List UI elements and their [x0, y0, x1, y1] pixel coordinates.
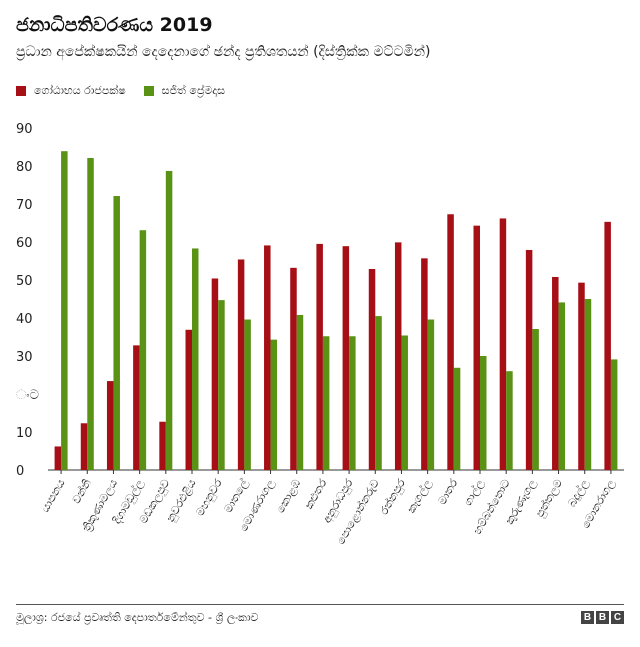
bar-series1 [185, 329, 192, 470]
bbc-logo: B B C [579, 611, 624, 624]
bar-series2 [87, 158, 94, 470]
bar-series1 [578, 282, 585, 470]
bar-series2 [322, 336, 330, 470]
x-tick-label: කෑගල්ල [404, 476, 436, 516]
x-tick-label: කොළඹ [274, 477, 304, 516]
y-tick-label: 70 [16, 198, 33, 213]
bbc-logo-letter: C [611, 611, 624, 624]
x-tick-label: ගාල්ල [460, 476, 488, 509]
legend-label-series2: සජිත් ප්‍රේමදාස [161, 84, 226, 97]
y-tick-label: 10 [16, 426, 33, 441]
bar-series2 [270, 339, 278, 470]
chart-subtitle: ප්‍රධාන අපේක්ෂකයින් දෙදෙනාගේ ඡන්ද ප්‍රති… [16, 44, 431, 60]
bar-series2 [192, 248, 199, 470]
bar-series2 [218, 300, 225, 470]
legend-label-series1: ගෝඨාභය රාජපක්ෂ [34, 84, 126, 97]
legend-item-series2: සජිත් ප්‍රේමදාස [143, 84, 226, 98]
y-tick-label: 30 [16, 350, 33, 365]
y-tick-label: 0 [16, 464, 24, 479]
footer-divider [16, 604, 624, 605]
bar-series1 [525, 249, 533, 470]
bar-series1 [368, 268, 376, 470]
y-tick-label: 60 [16, 236, 33, 251]
bar-series1 [316, 243, 323, 470]
x-tick-label: රත්නපුර [377, 476, 409, 517]
bar-series1 [237, 259, 245, 470]
bar-series2 [375, 316, 382, 470]
x-tick-label: මහනුවර [193, 477, 225, 519]
bar-series2 [401, 335, 408, 470]
bbc-logo-letter: B [596, 611, 609, 624]
bar-series1 [499, 218, 507, 470]
bar-series2 [165, 170, 173, 470]
bar-series1 [80, 423, 88, 470]
x-tick-label: වන්නි [69, 476, 94, 505]
bar-series2 [610, 359, 618, 470]
bbc-logo-letter: B [581, 611, 594, 624]
source-note: මූලාශ්‍ර: රජයේ ප්‍රවෘත්ති දෙපාර්තමේන්තුව… [16, 611, 259, 624]
bar-series2 [244, 319, 251, 470]
chart-title: ජනාධිපතිවරණය 2019 [16, 14, 213, 36]
bar-series1 [159, 421, 166, 470]
legend: ගෝඨාභය රාජපක්ෂ සජිත් ප්‍රේමදාස [16, 84, 243, 98]
bar-series2 [349, 336, 356, 470]
bar-series2 [453, 367, 461, 470]
bar-series2 [61, 151, 68, 470]
bar-series1 [552, 276, 559, 470]
bar-series2 [480, 356, 487, 470]
x-tick-label: යාපනය [39, 477, 68, 515]
bar-series1 [421, 258, 428, 470]
bar-series1 [342, 246, 350, 470]
x-tick-label: බදුල්ල [564, 476, 592, 510]
bar-series2 [296, 314, 304, 470]
y-tick-label: 80 [16, 160, 33, 175]
y-tick-label: 40 [16, 312, 33, 327]
bar-series2 [558, 302, 566, 470]
bar-series1 [473, 225, 480, 470]
bar-series1 [264, 245, 271, 470]
bar-series2 [584, 299, 592, 470]
x-tick-label: මාතර [436, 477, 461, 507]
bar-series2 [139, 230, 147, 470]
bar-series1 [106, 381, 114, 470]
y-tick-label: 90 [16, 122, 33, 137]
bar-series1 [604, 221, 611, 470]
bar-series2 [427, 319, 435, 470]
legend-swatch-series1 [16, 86, 26, 96]
y-tick-label: 50 [16, 274, 33, 289]
legend-swatch-series2 [143, 86, 154, 96]
bar-series2 [113, 196, 120, 470]
x-tick-label: කළුතර [302, 477, 329, 511]
bar-series1 [133, 345, 140, 470]
bar-series2 [532, 329, 539, 470]
bar-series2 [506, 371, 513, 470]
bar-series1 [54, 446, 62, 470]
bar-series1 [211, 278, 219, 470]
y-tick-label: ංට [16, 388, 39, 403]
legend-item-series1: ගෝඨාභය රාජපක්ෂ [16, 84, 126, 98]
bar-series1 [447, 214, 454, 470]
bar-series1 [394, 242, 402, 470]
bar-series1 [290, 267, 297, 470]
